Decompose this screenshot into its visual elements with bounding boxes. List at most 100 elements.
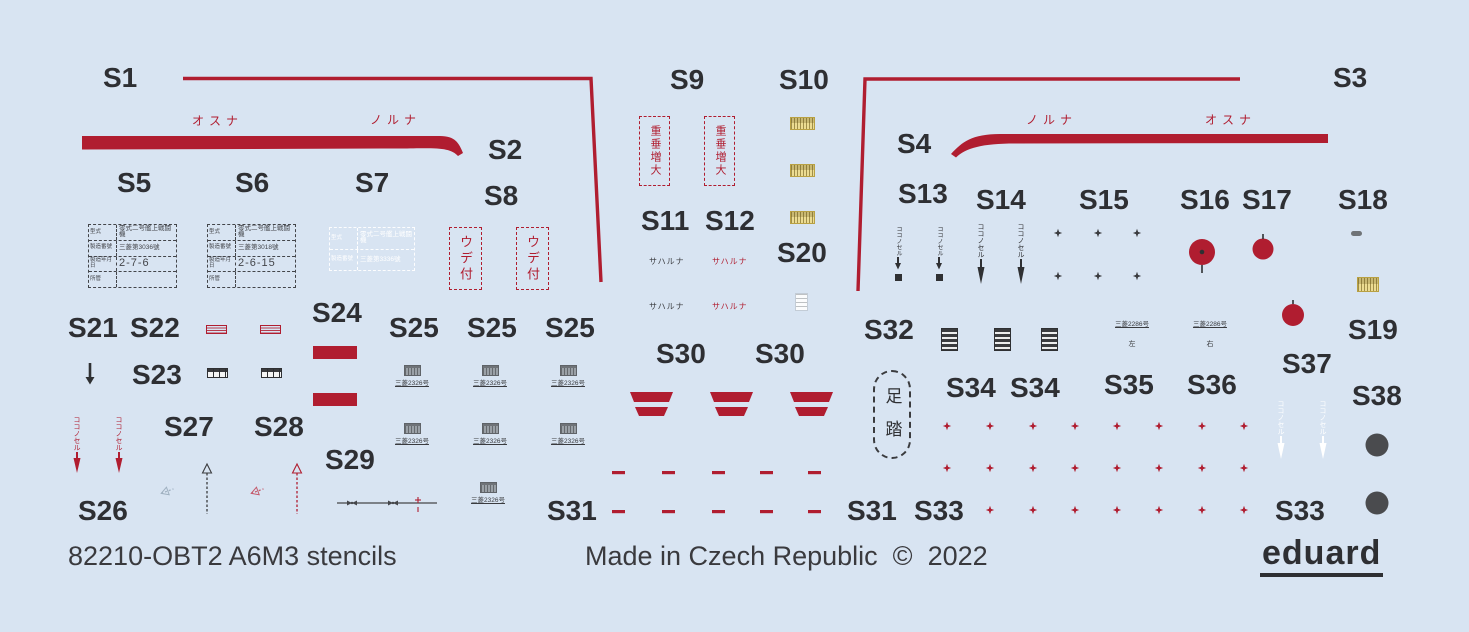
s24-red-bar-1: [313, 346, 357, 359]
plate-row-value: 零式二号艦上戦闘機: [360, 230, 412, 245]
red-cross-mark: [1070, 463, 1080, 473]
s14-stencil-text: ココノセル: [1017, 223, 1024, 258]
s29-arrow-up-dark: [201, 462, 213, 514]
plate-row-label: 製造番號: [208, 240, 236, 256]
s22-red-mini-plate-2: [260, 325, 281, 334]
s13-stencil-text: ココノセル: [895, 226, 901, 256]
part-label-s19: S19: [1348, 314, 1398, 345]
s1-stripe-text-right: ノルナ: [370, 113, 422, 127]
made-in-text: Made in Czech Republic © 2022: [585, 543, 988, 570]
plate-row: 型式 零式二号艦上戦闘機: [89, 225, 176, 240]
s12-text-2: サハルナ: [712, 302, 748, 311]
s9-stencil-box-2: 重垂増大: [704, 116, 735, 186]
s37-stencil-white-1: ココノセル: [1274, 400, 1287, 460]
s22-red-mini-plate-1: [206, 325, 227, 334]
long-down-arrow-icon: [1277, 436, 1284, 459]
s1-stripe-text-left: オスナ: [192, 114, 244, 128]
red-cross-mark: [1070, 421, 1080, 431]
red-cross-mark: [1154, 463, 1164, 473]
s11-text-2: サハルナ: [649, 302, 685, 311]
part-label-s32: S32: [864, 314, 914, 345]
year-text: 2022: [927, 541, 988, 571]
plate-row-value: 三菱第3036號: [119, 243, 160, 251]
s37-stencil-white-2: ココノセル: [1316, 400, 1329, 460]
plate-row-label: 所管: [89, 272, 117, 287]
part-label-s18: S18: [1338, 184, 1388, 215]
plate-row: 製造番號 三菱第3336號: [330, 248, 414, 270]
s25-gray-plate: [560, 365, 577, 376]
part-label-s24: S24: [312, 297, 362, 328]
s31-red-dash: [712, 510, 725, 514]
long-down-arrow-icon: [1017, 259, 1024, 284]
s26-stencil-1: ココノセル: [70, 416, 83, 474]
s4-stripe-text-left: ノルナ: [1026, 113, 1078, 127]
part-label-s16: S16: [1180, 184, 1230, 215]
part-label-s12: S12: [705, 205, 755, 236]
part-label-s25-3: S25: [545, 312, 595, 343]
s15-dark-cross-mark: [1053, 228, 1063, 238]
red-cross-mark: [1112, 505, 1122, 515]
s7-data-plate-white: 型式 零式二号艦上戦闘機 製造番號 三菱第3336號: [329, 227, 415, 271]
s26-stencil-2: ココノセル: [112, 416, 125, 474]
plate-row: 製造年月日 2-6-15: [208, 255, 295, 272]
part-label-s5: S5: [117, 167, 152, 198]
part-label-s34-2: S34: [1010, 372, 1060, 403]
red-cross-mark: [1197, 421, 1207, 431]
s13-stencil-text: ココノセル: [936, 226, 942, 256]
red-cross-mark: [1239, 421, 1249, 431]
plate-row-value: [236, 272, 295, 287]
s30-trapezoid-bars: [630, 392, 833, 416]
s25-caption: 三菱2326号: [395, 380, 429, 387]
part-label-s1: S1: [103, 62, 138, 93]
s36-side-mark: 右: [1206, 341, 1214, 348]
s13-square: [935, 274, 943, 281]
part-label-s30-1: S30: [656, 338, 706, 369]
s25-gray-plate: [482, 423, 499, 434]
plate-row-label: 製造番號: [330, 249, 358, 270]
part-label-s23: S23: [132, 359, 182, 390]
s31-red-dash: [662, 510, 675, 514]
part-label-s33-1: S33: [914, 495, 964, 526]
s19-yellow-plate: [1357, 277, 1379, 292]
plate-row-value: 三菱第3336號: [360, 255, 401, 263]
s20-white-plate: [795, 293, 808, 311]
s17-fuel-cap-circle: [1252, 234, 1274, 260]
s15-dark-cross-mark: [1093, 228, 1103, 238]
s13-square: [894, 274, 902, 281]
part-label-s33-2: S33: [1275, 495, 1325, 526]
s31-red-dash: [760, 471, 773, 475]
s25-gray-plate: [482, 365, 499, 376]
s25-gray-plate: [480, 482, 497, 493]
part-label-s9: S9: [670, 64, 705, 95]
s37-fuel-cap-circle: [1282, 300, 1304, 326]
s31-red-dash: [808, 471, 821, 475]
plate-row-label: 型式: [89, 225, 117, 240]
red-cross-mark: [985, 505, 995, 515]
red-cross-mark: [1154, 505, 1164, 515]
part-label-s8: S8: [484, 180, 519, 211]
s31-red-dash: [760, 510, 773, 514]
part-label-s10: S10: [779, 64, 829, 95]
red-cross-mark: [1070, 505, 1080, 515]
s14-stencil-2: ココノセル: [1014, 223, 1027, 285]
s1-walkway-stripe: [82, 136, 463, 156]
part-label-s14: S14: [976, 184, 1026, 215]
part-label-s31-2: S31: [847, 495, 897, 526]
s31-red-dash: [612, 471, 625, 475]
s11-text-1: サハルナ: [649, 257, 685, 266]
s38-dark-circle-1: [1365, 433, 1389, 457]
part-label-s29: S29: [325, 444, 375, 475]
s13-stencil-1: ココノセル: [892, 226, 904, 281]
s25-caption: 三菱2326号: [473, 380, 507, 387]
s29-arrow-left-red: [250, 486, 264, 496]
s15-dark-cross-mark: [1053, 271, 1063, 281]
s18-small-capsule: [1351, 231, 1362, 236]
part-label-s6: S6: [235, 167, 270, 198]
plate-row: 製造年月日 2-7-6: [89, 255, 176, 272]
part-label-s13: S13: [898, 178, 948, 209]
plate-row: 型式 零式二号艦上戦闘機: [208, 225, 295, 240]
s15-dark-cross-mark: [1132, 228, 1142, 238]
red-cross-mark: [1239, 505, 1249, 515]
